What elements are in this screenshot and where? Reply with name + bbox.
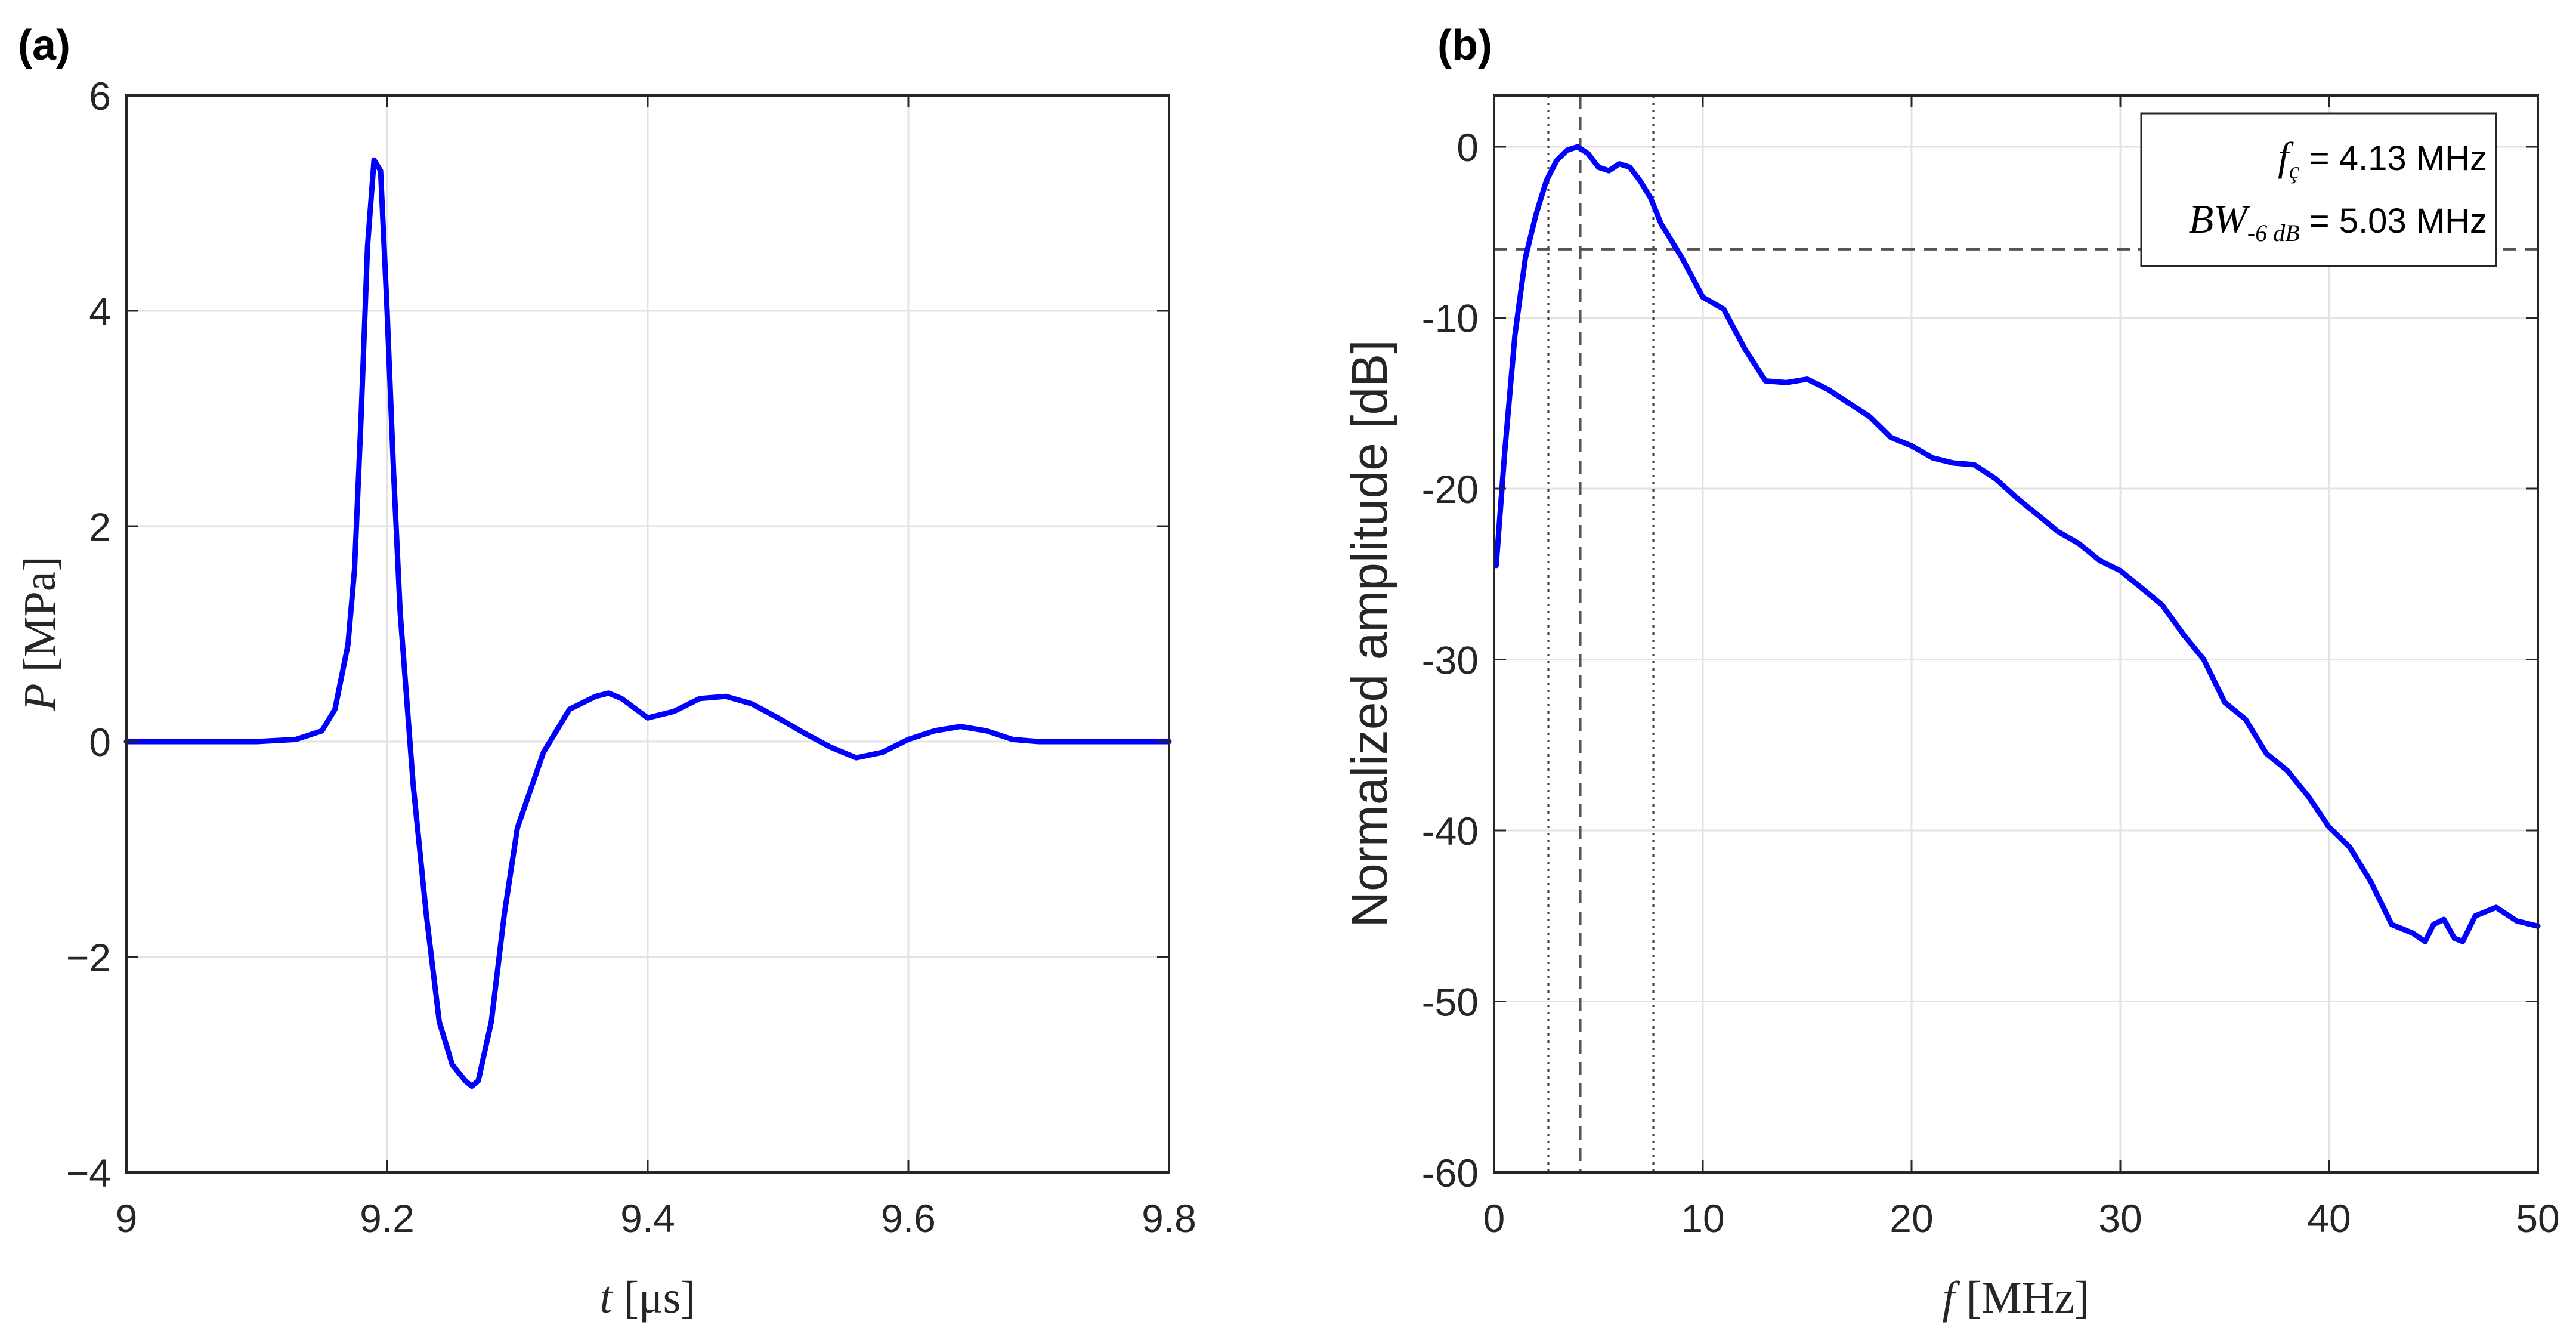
panel-a-ytick-label: 6: [89, 74, 111, 118]
panel-a-ytick-label: −4: [66, 1151, 111, 1195]
panel-b-xtick-label: 20: [1890, 1196, 1933, 1240]
panel-a-ytick-label: 0: [89, 720, 111, 764]
legend-bw-value: = 5.03 MHz: [2300, 202, 2487, 240]
panel-b-ytick-label: -10: [1422, 296, 1479, 340]
panel-b-axes-box: [1493, 94, 2539, 1174]
panel-a-label: (a): [18, 21, 70, 69]
panel-a-ticks: 9 9.2 9.4 9.6 9.8 −4 −2 0 2 4 6: [66, 74, 1196, 1240]
panel-a-xlabel-unit: [μs]: [624, 1273, 696, 1323]
panel-a-series: [123, 157, 1172, 1089]
panel-b-ytick-label: -40: [1422, 809, 1479, 853]
panel-b-xtick-label: 50: [2516, 1196, 2559, 1240]
panel-a-ylabel-symbol: P: [15, 683, 65, 711]
panel-b-legend: fç = 4.13 MHz BW-6 dB = 5.03 MHz: [2140, 112, 2497, 267]
panel-a-ytick-label: 2: [89, 505, 111, 549]
panel-b-ytick-label: -60: [1422, 1151, 1479, 1195]
panel-a-xtick-label: 9.6: [881, 1196, 936, 1240]
panel-b-ylabel: Normalized amplitude [dB]: [1341, 339, 1397, 927]
panel-a-ytick-label: 4: [89, 289, 111, 334]
panel-b-xtick-label: 30: [2098, 1196, 2142, 1240]
panel-b-ytick-label: -50: [1422, 980, 1479, 1024]
legend-bw-subscript: -6 dB: [2247, 220, 2300, 246]
panel-b-ytick-label: -20: [1422, 467, 1479, 511]
panel-a-xlabel-symbol: t: [599, 1273, 613, 1323]
panel-a-ylabel: P [MPa]: [15, 556, 65, 712]
panel-a-series-pressure: [123, 157, 1172, 1089]
panel-a-xtick-label: 9.2: [360, 1196, 415, 1240]
panel-a-grid: [126, 95, 1169, 1172]
legend-fc-subscript: ç: [2289, 157, 2300, 184]
panel-b-series-spectrum: [1493, 144, 2541, 944]
panel-b-xtick-label: 0: [1483, 1196, 1505, 1240]
panel-b-ticks: 0 10 20 30 40 50 -60 -50 -40 -30 -20 -10 0: [1422, 95, 2560, 1240]
panel-a-xtick-label: 9.4: [620, 1196, 675, 1240]
panel-a-ylabel-unit: [MPa]: [15, 556, 65, 672]
panel-b: (b) 0 10 20 30 40 50 -60 -50 -40 -30 -20 -10 0 f [MH…: [1341, 21, 2560, 1323]
panel-a-ytick-label: −2: [66, 935, 111, 980]
panel-b-ytick-label: 0: [1456, 125, 1479, 169]
panel-b-series: [1493, 144, 2541, 944]
panel-b-label: (b): [1437, 21, 1492, 69]
panel-b-xtick-label: 40: [2307, 1196, 2351, 1240]
panel-b-xtick-label: 10: [1681, 1196, 1724, 1240]
legend-box: [2140, 112, 2497, 267]
panel-a: (a) 9 9.2 9.4 9.6 9.8 −4 −2 0 2 4 6 t [μs] P [MPa]: [15, 21, 1196, 1323]
legend-bw-entry: BW-6 dB = 5.03 MHz: [2189, 196, 2487, 246]
panel-a-xlabel: t [μs]: [599, 1273, 695, 1323]
panel-b-ytick-label: -30: [1422, 638, 1479, 682]
panel-b-xlabel: f [MHz]: [1943, 1273, 2090, 1323]
panel-b-xlabel-unit: [MHz]: [1966, 1273, 2090, 1323]
legend-fc-value: = 4.13 MHz: [2300, 139, 2487, 178]
legend-bw-symbol: BW: [2189, 196, 2251, 242]
panel-b-xlabel-symbol: f: [1943, 1273, 1960, 1323]
panel-a-xtick-label: 9: [116, 1196, 138, 1240]
legend-fc-entry: fç = 4.13 MHz: [2278, 134, 2487, 184]
panel-a-xtick-label: 9.8: [1142, 1196, 1196, 1240]
